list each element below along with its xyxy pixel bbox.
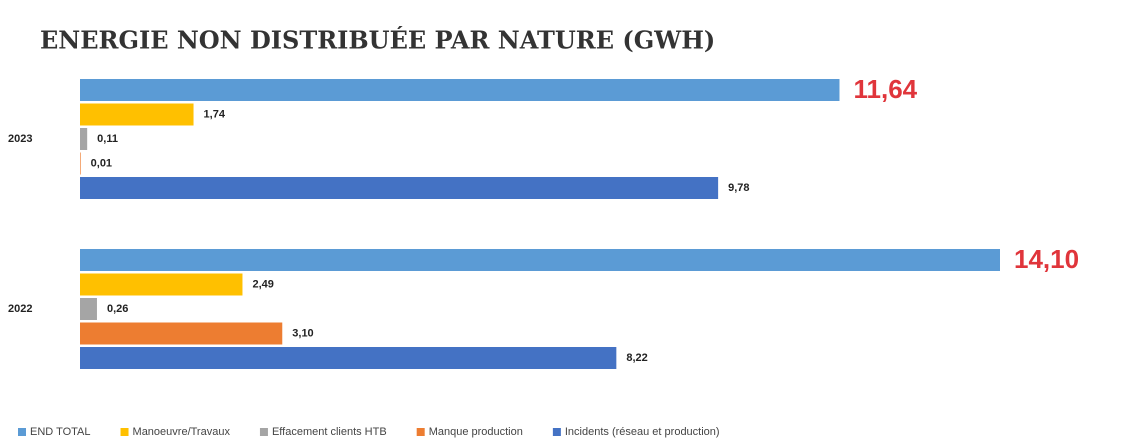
data-label: 11,64: [853, 74, 917, 104]
data-label: 3,10: [292, 327, 313, 339]
bar: [80, 273, 243, 296]
bar: [80, 298, 97, 320]
data-label: 9,78: [728, 182, 749, 194]
category-label: 2022: [8, 303, 32, 315]
data-label: 0,26: [107, 303, 128, 315]
bar: [80, 103, 194, 126]
bar: [80, 177, 719, 199]
legend-label: Incidents (réseau et production): [565, 426, 720, 438]
legend-label: Effacement clients HTB: [272, 426, 387, 438]
legend-swatch: [259, 428, 268, 436]
data-label: 14,10: [1014, 244, 1079, 274]
legend-swatch: [552, 428, 561, 436]
legend-swatch: [18, 428, 26, 436]
bar: [80, 322, 283, 345]
chart-title: ENERGIE NON DISTRIBUÉE PAR NATURE (GWH): [40, 26, 715, 55]
bar: [80, 152, 81, 175]
legend-label: END TOTAL: [30, 426, 91, 438]
legend-swatch: [120, 428, 129, 436]
data-label: 8,22: [626, 352, 647, 364]
category-label: 2023: [8, 133, 32, 145]
legend-swatch: [416, 428, 425, 436]
bar: [80, 249, 1000, 271]
legend-label: Manque production: [429, 426, 523, 438]
bar: [80, 347, 617, 369]
data-label: 2,49: [252, 278, 273, 290]
bar: [80, 79, 840, 101]
legend-label: Manoeuvre/Travaux: [133, 426, 231, 438]
data-label: 0,11: [97, 133, 118, 145]
bar: [80, 128, 88, 150]
data-label: 1,74: [204, 108, 226, 120]
data-label: 0,01: [91, 157, 112, 169]
